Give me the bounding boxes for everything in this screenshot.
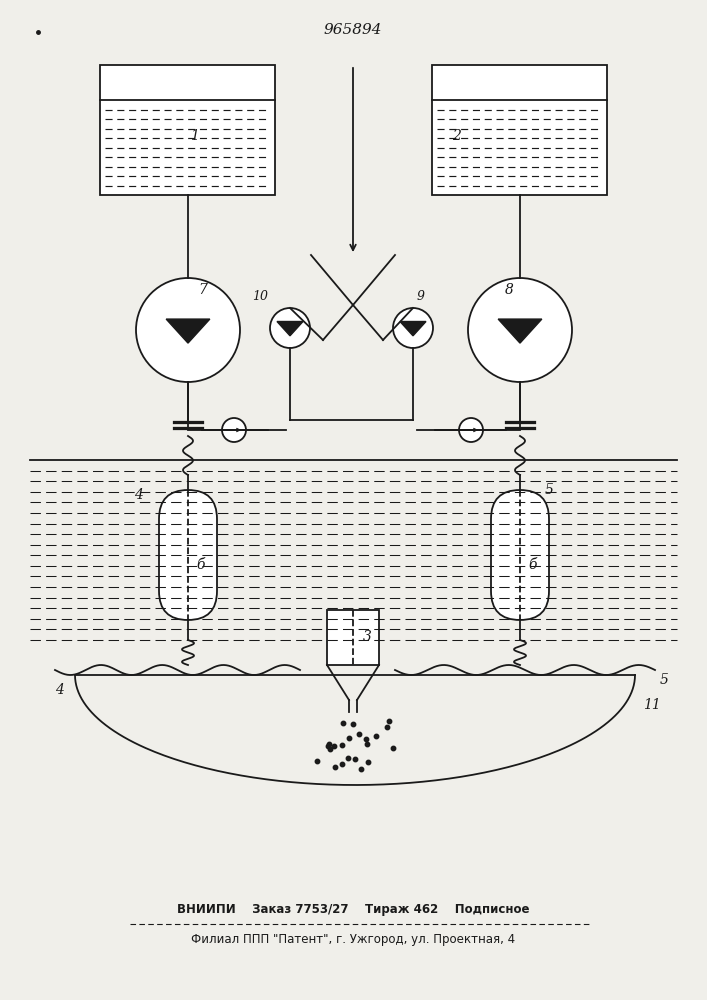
Circle shape <box>136 278 240 382</box>
Text: 11: 11 <box>643 698 661 712</box>
Circle shape <box>270 308 310 348</box>
Polygon shape <box>277 322 303 336</box>
Text: 965894: 965894 <box>324 23 382 37</box>
Text: Филиал ППП "Патент", г. Ужгород, ул. Проектная, 4: Филиал ППП "Патент", г. Ужгород, ул. Про… <box>191 934 515 946</box>
Bar <box>327 610 379 665</box>
Bar <box>100 65 275 195</box>
Circle shape <box>468 278 572 382</box>
Text: 4: 4 <box>134 488 142 502</box>
FancyBboxPatch shape <box>491 490 549 620</box>
FancyBboxPatch shape <box>159 490 217 620</box>
Text: 3: 3 <box>363 630 372 644</box>
Text: 5: 5 <box>660 673 669 687</box>
Text: 7: 7 <box>198 283 207 297</box>
Bar <box>432 65 607 195</box>
Polygon shape <box>166 319 210 343</box>
Text: 5: 5 <box>545 483 554 497</box>
Text: 9: 9 <box>417 290 425 303</box>
Circle shape <box>222 418 246 442</box>
Polygon shape <box>498 319 542 343</box>
Text: ВНИИПИ    Заказ 7753/27    Тираж 462    Подписное: ВНИИПИ Заказ 7753/27 Тираж 462 Подписное <box>177 904 530 916</box>
Text: б: б <box>196 558 204 572</box>
Text: 2: 2 <box>452 129 461 143</box>
Circle shape <box>393 308 433 348</box>
Text: 1: 1 <box>190 129 199 143</box>
Text: 4: 4 <box>55 683 64 697</box>
Text: б: б <box>528 558 537 572</box>
Circle shape <box>459 418 483 442</box>
Text: 10: 10 <box>252 290 268 303</box>
Text: 8: 8 <box>505 283 514 297</box>
Polygon shape <box>400 322 426 336</box>
